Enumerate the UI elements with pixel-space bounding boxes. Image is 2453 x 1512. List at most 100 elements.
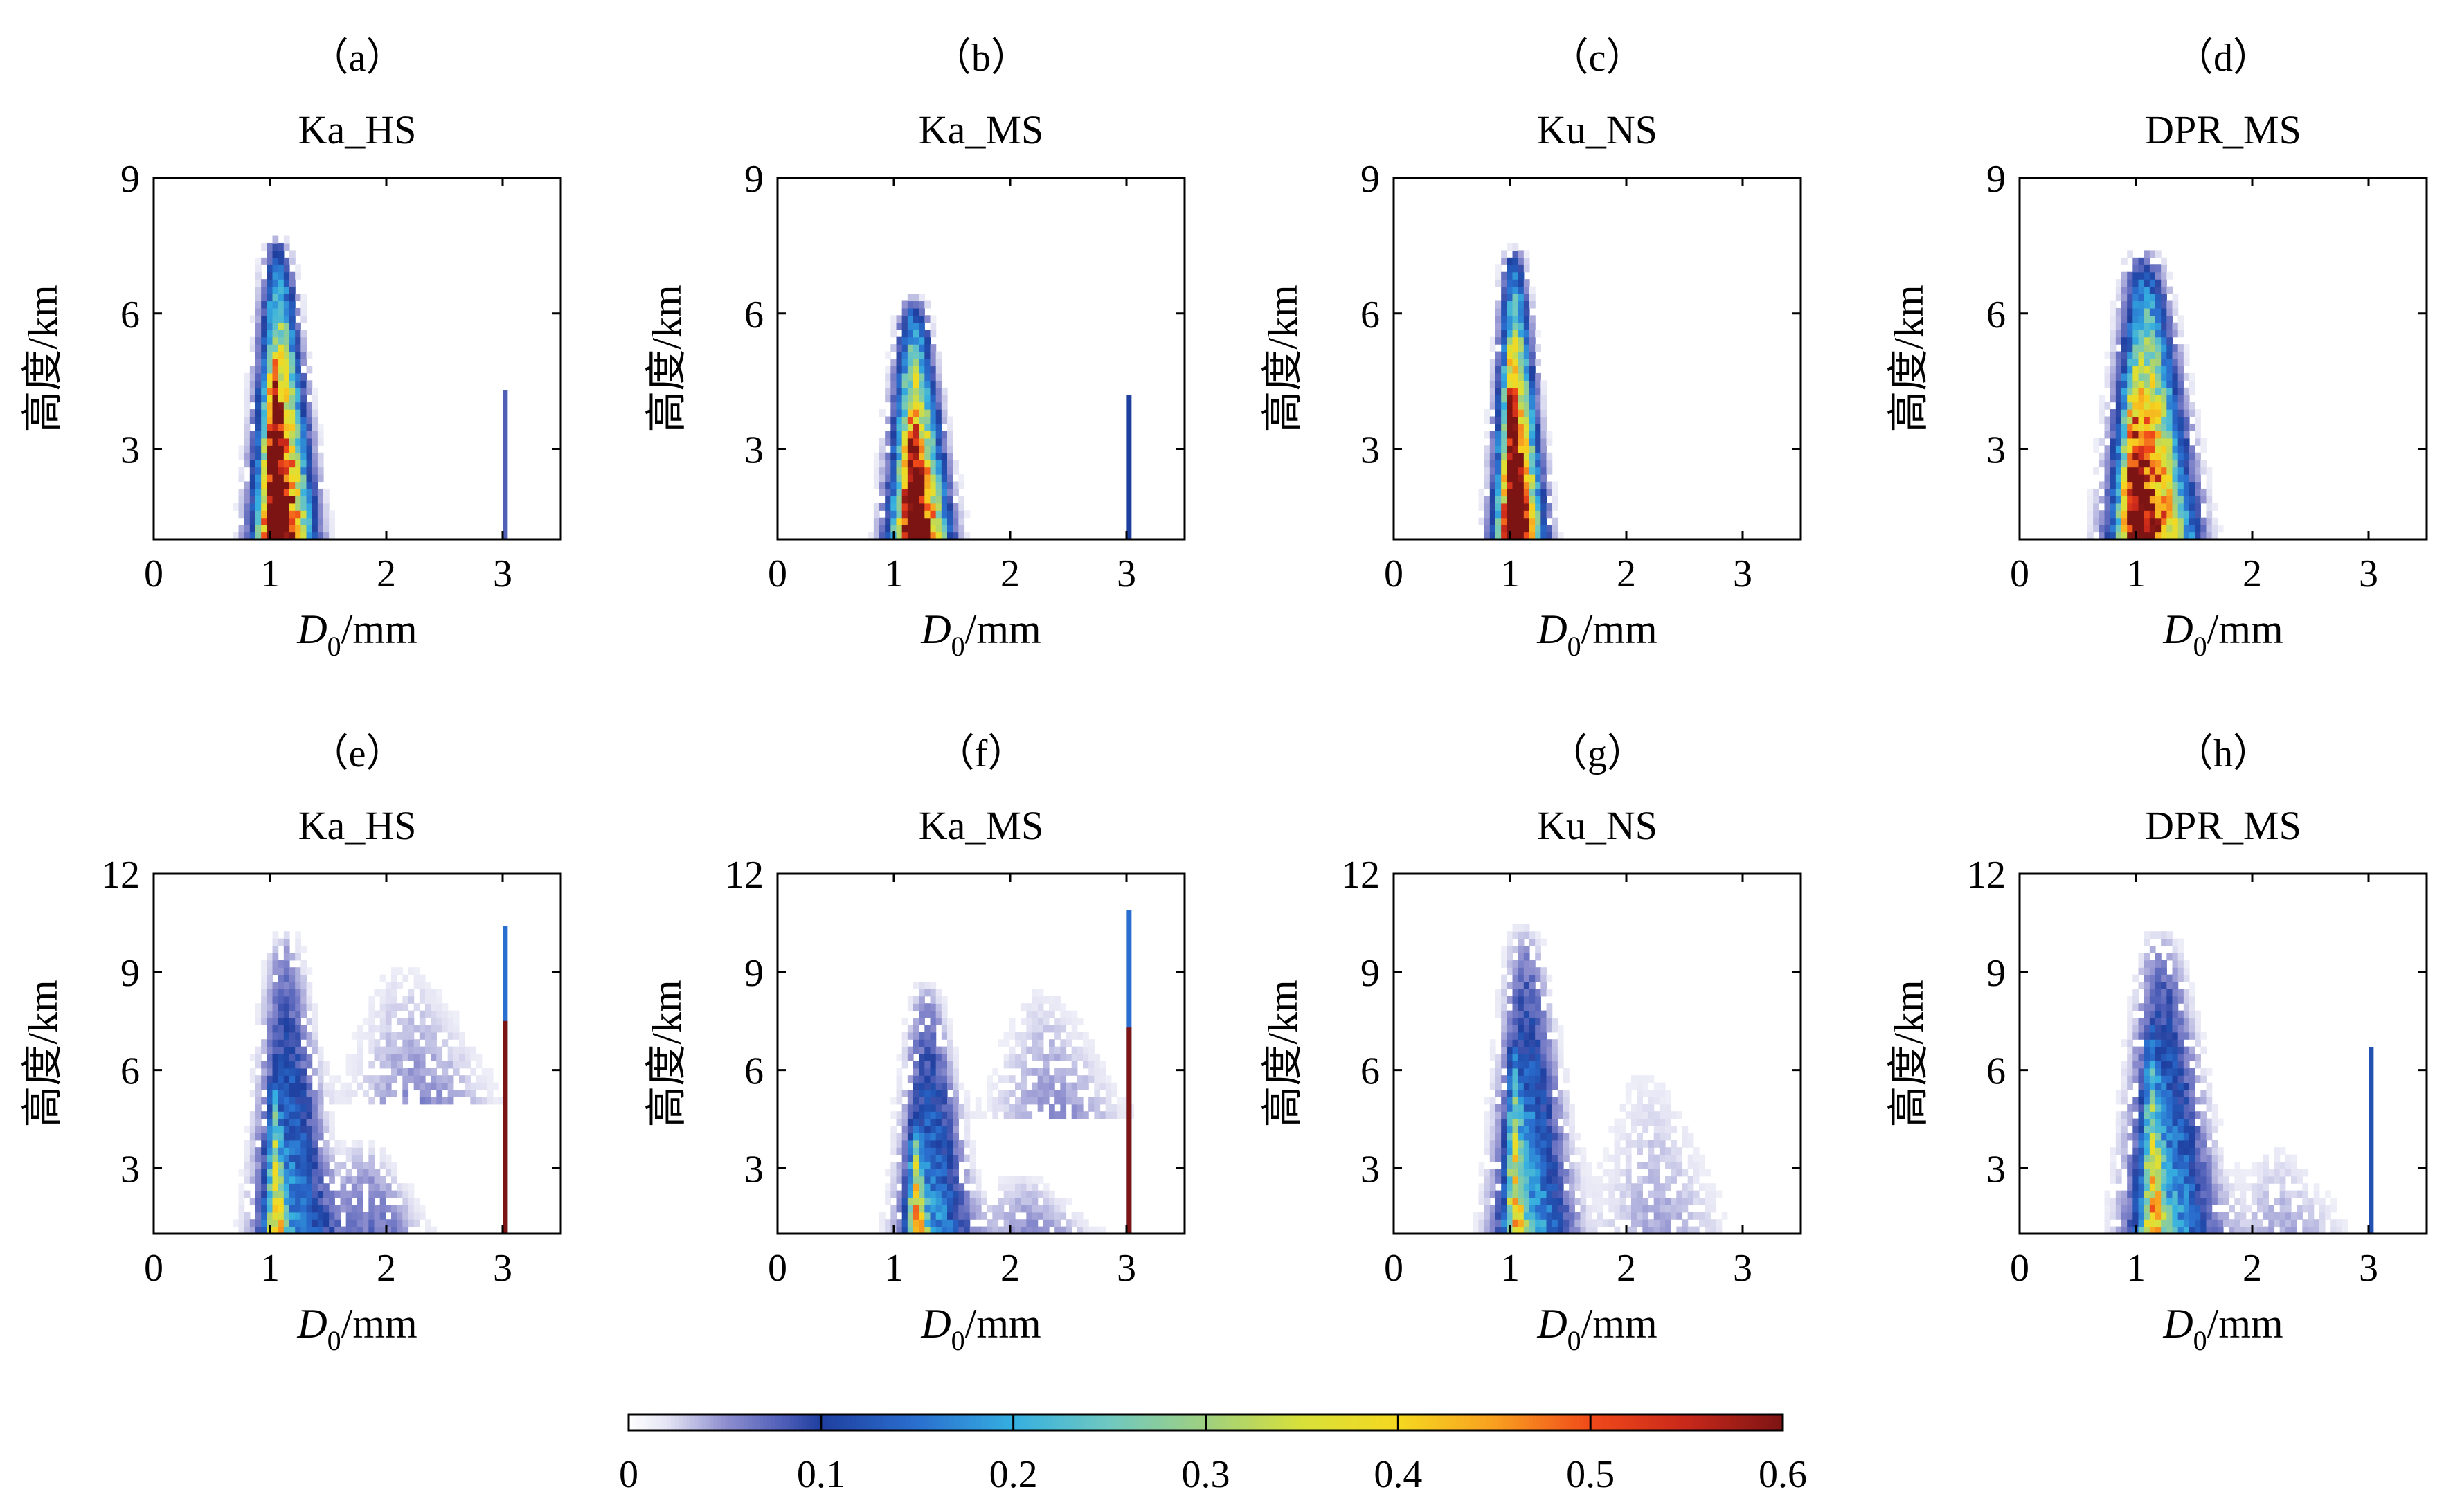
heatmap-cell	[267, 322, 273, 330]
heatmap-cell	[1495, 1198, 1502, 1205]
heatmap-cell	[2138, 1032, 2145, 1040]
x-axis-subscript: 0	[951, 631, 965, 662]
heatmap-cell	[1484, 1118, 1491, 1126]
heatmap-cell	[919, 1226, 925, 1234]
heatmap-cell	[907, 1133, 914, 1141]
heatmap-cell	[1523, 974, 1530, 982]
heatmap-cell	[1529, 1010, 1536, 1018]
heatmap-cell	[1608, 1176, 1615, 1184]
heatmap-cell	[2149, 279, 2156, 287]
heatmap-cell	[408, 967, 415, 975]
heatmap-cell	[2155, 1176, 2162, 1184]
heatmap-cell	[272, 1154, 279, 1162]
heatmap-cell	[896, 438, 903, 446]
heatmap-cell	[402, 974, 409, 982]
heatmap-cell	[1546, 1140, 1553, 1148]
heatmap-cell	[953, 1169, 959, 1177]
heatmap-cell	[1637, 1212, 1643, 1220]
heatmap-cell	[2121, 395, 2128, 403]
heatmap-cell	[2132, 315, 2139, 323]
heatmap-cell	[1540, 1111, 1547, 1119]
heatmap-cell	[1054, 1025, 1061, 1033]
heatmap-cell	[2144, 264, 2150, 273]
heatmap-cell	[924, 1082, 931, 1090]
x-axis-title: D0/mm	[296, 1301, 417, 1356]
heatmap-cell	[278, 409, 285, 417]
heatmap-cell	[267, 438, 273, 446]
heatmap-cell	[306, 1226, 313, 1234]
heatmap-cell	[385, 1205, 392, 1213]
heatmap-cell	[2161, 467, 2167, 475]
heatmap-cell	[312, 1111, 318, 1119]
heatmap-cell	[2161, 336, 2167, 345]
heatmap-cell	[1501, 1176, 1507, 1184]
heatmap-cell	[431, 1046, 437, 1054]
heatmap-cell	[283, 1046, 290, 1054]
heatmap-cell	[2172, 395, 2179, 403]
heatmap-cell	[2121, 1133, 2128, 1141]
heatmap-cell	[413, 1025, 420, 1033]
heatmap-cell	[317, 1190, 324, 1198]
heatmap-cell	[2110, 315, 2117, 323]
heatmap-cell	[2115, 488, 2122, 496]
heatmap-cell	[1495, 517, 1502, 525]
heatmap-cell	[1535, 525, 1541, 533]
heatmap-cell	[958, 1111, 965, 1119]
heatmap-cell	[1523, 1140, 1530, 1148]
heatmap-cell	[1512, 359, 1519, 367]
heatmap-cell	[379, 1097, 386, 1105]
heatmap-cell	[2144, 1133, 2150, 1141]
heatmap-cell	[890, 496, 897, 504]
heatmap-cell	[255, 351, 262, 359]
heatmap-cell	[289, 344, 296, 352]
heatmap-cell	[1529, 1133, 1536, 1141]
heatmap-cell	[901, 409, 908, 417]
heatmap-cell	[1015, 1054, 1021, 1061]
heatmap-cell	[278, 359, 285, 367]
heatmap-cell	[1676, 1154, 1683, 1162]
heatmap-cell	[907, 1025, 914, 1033]
heatmap-cell	[1540, 445, 1547, 453]
heatmap-cell	[2166, 938, 2173, 946]
heatmap-cell	[419, 1075, 426, 1083]
heatmap-cell	[2115, 395, 2122, 403]
heatmap-cell	[935, 1097, 942, 1105]
heatmap-cell	[1637, 1090, 1643, 1097]
heatmap-cell	[261, 1018, 267, 1025]
heatmap-cell	[2177, 474, 2184, 483]
heatmap-cell	[2183, 1068, 2190, 1076]
x-tick-label: 2	[2243, 552, 2262, 595]
heatmap-cell	[890, 1212, 897, 1220]
heatmap-cell	[2155, 931, 2162, 939]
heatmap-cell	[896, 1075, 903, 1083]
heatmap-cell	[1552, 1169, 1558, 1177]
heatmap-cell	[1099, 1111, 1106, 1119]
heatmap-cell	[1037, 989, 1044, 997]
heatmap-cell	[317, 1133, 324, 1141]
heatmap-cell	[907, 402, 914, 410]
heatmap-cell	[919, 1126, 925, 1133]
heatmap-cell	[2144, 387, 2150, 395]
heatmap-cell	[907, 532, 914, 540]
heatmap-cell	[1535, 989, 1541, 997]
heatmap-cell	[447, 1090, 454, 1097]
heatmap-cell	[1088, 1054, 1095, 1061]
heatmap-cell	[2132, 1176, 2139, 1184]
heatmap-cell	[1478, 517, 1485, 525]
heatmap-cell	[1546, 1075, 1553, 1083]
heatmap-cell	[368, 1039, 375, 1047]
heatmap-cell	[1552, 525, 1558, 533]
heatmap-cell	[1523, 1046, 1530, 1054]
heatmap-cell	[249, 336, 256, 345]
heatmap-cell	[289, 974, 296, 982]
heatmap-cell	[2115, 402, 2122, 410]
heatmap-cell	[1518, 1147, 1525, 1155]
heatmap-cell	[481, 1068, 488, 1076]
heatmap-cell	[930, 1068, 937, 1076]
heatmap-cell	[907, 488, 914, 496]
heatmap-cell	[1693, 1154, 1700, 1162]
heatmap-cell	[890, 1219, 897, 1227]
heatmap-cell	[2144, 1118, 2150, 1126]
heatmap-cell	[261, 294, 267, 302]
heatmap-cell	[919, 409, 925, 417]
